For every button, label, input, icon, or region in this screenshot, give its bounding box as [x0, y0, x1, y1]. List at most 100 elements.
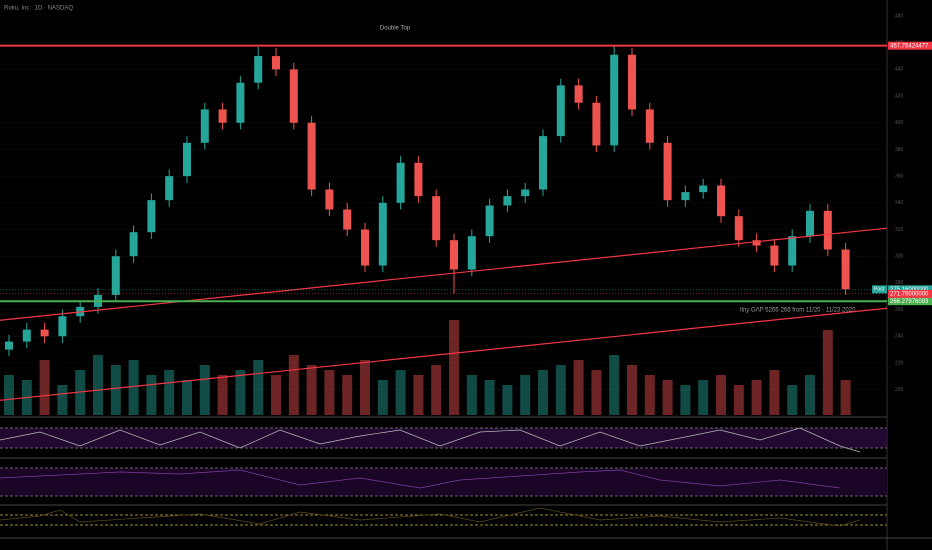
candle-body: [681, 192, 690, 201]
y-tick-label: 380: [895, 147, 904, 153]
volume-bar: [609, 355, 620, 415]
candle-body: [307, 122, 316, 190]
y-tick-label: 400: [895, 120, 904, 126]
candle-body: [770, 245, 779, 266]
volume-bar: [395, 370, 406, 415]
volume-bar: [271, 375, 281, 415]
candle-body: [236, 82, 245, 123]
volume-bar: [591, 370, 602, 415]
y-tick-label: 260: [895, 307, 904, 313]
candle-body: [699, 185, 708, 193]
candle-body: [467, 236, 476, 270]
candle-body: [503, 196, 512, 206]
volume-bar: [431, 365, 442, 415]
candle-body: [717, 185, 725, 217]
candle-body: [5, 341, 13, 350]
candle-body: [218, 109, 227, 123]
volume-bar: [146, 375, 157, 415]
volume-bar: [128, 360, 139, 415]
candle-body: [788, 236, 797, 266]
volume-bar: [555, 365, 566, 415]
volume-bar: [413, 375, 424, 415]
price-label-bg: [888, 289, 932, 298]
candle-body: [628, 54, 636, 110]
volume-bar: [680, 385, 691, 415]
volume-bar: [698, 380, 709, 415]
volume-bar: [627, 365, 637, 415]
volume-bar: [751, 380, 762, 415]
y-tick-label: 240: [895, 334, 904, 340]
symbol-title: Roku, Inc · 1D · NASDAQ: [4, 6, 73, 12]
volume-bar: [199, 365, 210, 415]
candle-body: [414, 162, 423, 197]
volume-bar: [4, 375, 14, 415]
volume-bar: [662, 380, 673, 415]
volume-bar: [342, 375, 353, 415]
candle-body: [272, 56, 280, 70]
price-label: 457.76424477: [890, 43, 929, 49]
volume-bar: [217, 375, 228, 415]
candle-body: [361, 229, 369, 266]
y-tick-label: 280: [895, 280, 904, 286]
post-badge: [872, 285, 887, 294]
volume-bar: [644, 375, 655, 415]
candle-body: [610, 54, 619, 146]
volume-bar: [93, 355, 103, 415]
volume-bar: [840, 380, 851, 415]
trendline: [0, 307, 888, 401]
price-label-bg: [888, 297, 932, 306]
volume-bar: [164, 370, 175, 415]
volume-bar: [573, 360, 584, 415]
volume-bar: [377, 380, 388, 415]
candle-body: [343, 209, 352, 230]
candle-body: [841, 249, 850, 290]
volume-bar: [787, 385, 798, 415]
gap-note: tiny GAP 5266-268 from 11/20 - 11/23 202…: [740, 308, 856, 314]
volume-bar: [466, 375, 477, 415]
candle-body: [22, 329, 31, 342]
candle-body: [645, 109, 654, 143]
price-label: 271.79000000: [890, 291, 929, 297]
indicator-panes: [0, 416, 932, 539]
y-tick-label: 320: [895, 227, 904, 233]
candle-body: [734, 216, 743, 241]
candle-body: [58, 316, 67, 337]
volume-bar: [253, 360, 264, 415]
y-tick-label: 220: [895, 360, 904, 366]
volume-bar: [449, 320, 459, 415]
volume-bar: [769, 370, 780, 415]
candle-body: [378, 202, 387, 266]
volume-bar: [182, 380, 192, 415]
candle-body: [147, 200, 156, 233]
price-label-bg: [888, 285, 932, 294]
price-label-bg: [888, 41, 932, 50]
volume-bar: [235, 370, 246, 415]
post-label: Post: [874, 287, 885, 293]
candle-body: [663, 142, 672, 201]
volume-bar: [805, 375, 815, 415]
volume-bar: [306, 365, 317, 415]
volume-bar: [733, 385, 744, 415]
y-tick-label: 360: [895, 173, 904, 179]
candle-body: [574, 85, 583, 103]
y-tick-label: 340: [895, 200, 904, 206]
volume-bar: [484, 380, 495, 415]
candle-body: [289, 69, 298, 123]
candle-body: [165, 176, 174, 201]
candle-body: [40, 329, 49, 337]
candle-body: [111, 256, 120, 295]
volume-bar: [538, 370, 548, 415]
candle-body: [521, 189, 530, 197]
volume-bar: [110, 365, 121, 415]
volume-bar: [502, 385, 513, 415]
volume-bar: [39, 360, 50, 415]
volume-bar: [520, 375, 531, 415]
candle-body: [806, 210, 814, 237]
candle-body: [752, 240, 761, 246]
candle-body: [485, 205, 494, 237]
candle-body: [823, 210, 832, 250]
volume-bar: [324, 370, 335, 415]
candle-body: [129, 232, 138, 257]
volume-bar: [288, 355, 299, 415]
